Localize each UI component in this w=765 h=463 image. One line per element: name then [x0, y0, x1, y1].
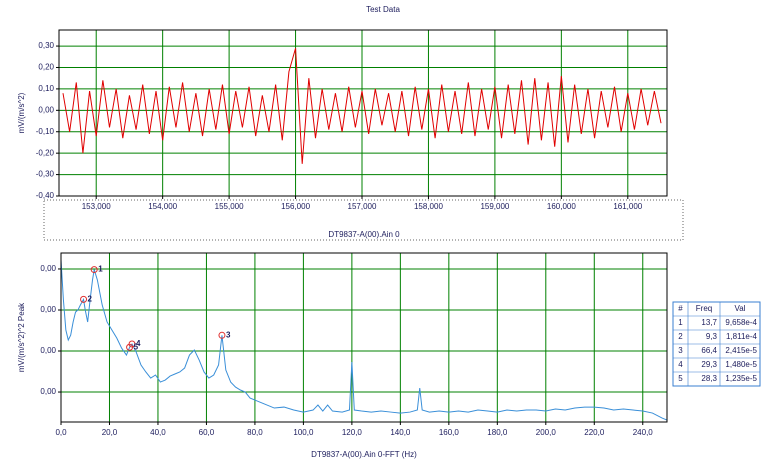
y-tick-label: 0,10: [38, 84, 54, 93]
x-tick-label: 220,0: [584, 428, 605, 437]
table-header: Val: [735, 304, 746, 313]
table-cell: 5: [678, 374, 683, 383]
table-cell: 2,415e-5: [725, 346, 757, 355]
table-cell: 3: [678, 346, 683, 355]
table-header: #: [678, 304, 683, 313]
x-tick-label: 60,0: [199, 428, 215, 437]
y-tick-label: 0,00: [40, 264, 56, 273]
y-tick-label: -0,30: [36, 170, 55, 179]
y-tick-label: 0,00: [40, 346, 56, 355]
table-cell: 66,4: [701, 346, 717, 355]
y-axis-label: mV/(m/s^2)^2 Peak: [17, 302, 26, 372]
table-cell: 28,3: [701, 374, 717, 383]
y-tick-label: 0,00: [38, 105, 54, 114]
table-cell: 13,7: [701, 318, 717, 327]
x-tick-label: 159,000: [480, 202, 509, 211]
peak-label: 5: [134, 342, 139, 351]
data-line: [62, 48, 662, 164]
x-tick-label: 120,0: [342, 428, 363, 437]
y-tick-label: -0,10: [36, 127, 55, 136]
peak-marker: [90, 266, 98, 274]
plot-border: [60, 252, 668, 423]
y-tick-label: 0,00: [40, 387, 56, 396]
peak-marker: [126, 343, 134, 351]
x-tick-label: 200,0: [536, 428, 557, 437]
peak-label: 3: [226, 330, 231, 339]
legend-label: DT9837-A(00).Ain 0: [328, 230, 400, 239]
x-tick-label: 153,000: [82, 202, 111, 211]
x-tick-label: 40,0: [150, 428, 166, 437]
plot-border: [58, 29, 668, 197]
peak-label: 1: [98, 265, 103, 274]
x-tick-label: 155,000: [215, 202, 244, 211]
x-tick-label: 157,000: [348, 202, 377, 211]
x-tick-label: 158,000: [414, 202, 443, 211]
x-tick-label: 161,000: [613, 202, 642, 211]
table-cell: 1,480e-5: [725, 360, 757, 369]
plot-area: [60, 252, 668, 423]
table-cell: 1: [678, 318, 683, 327]
x-tick-label: 160,000: [547, 202, 576, 211]
y-tick-label: -0,40: [36, 191, 55, 200]
table-cell: 1,235e-5: [725, 374, 757, 383]
table-header: Freq: [696, 304, 712, 313]
y-axis-label: mV/(m/s^2): [17, 92, 26, 133]
table-cell: 29,3: [701, 360, 717, 369]
x-tick-label: 20,0: [102, 428, 118, 437]
x-tick-label: 0,0: [55, 428, 67, 437]
y-tick-label: 0,30: [38, 41, 54, 50]
chart-title: Test Data: [366, 5, 400, 14]
x-tick-label: 100,0: [293, 428, 314, 437]
y-tick-label: 0,20: [38, 63, 54, 72]
plot-area: [58, 29, 668, 197]
table-cell: 9,658e-4: [725, 318, 757, 327]
data-line: [60, 259, 668, 421]
table-cell: 1,811e-4: [726, 332, 758, 341]
table-cell: 4: [678, 360, 683, 369]
x-tick-label: 240,0: [633, 428, 654, 437]
x-tick-label: 156,000: [281, 202, 310, 211]
table-cell: 9,3: [706, 332, 718, 341]
y-tick-label: 0,00: [40, 305, 56, 314]
peak-label: 2: [88, 295, 93, 304]
peak-marker: [218, 331, 226, 339]
x-tick-label: 140,0: [390, 428, 411, 437]
x-tick-label: 160,0: [439, 428, 460, 437]
peak-marker: [80, 295, 88, 303]
x-tick-label: 154,000: [148, 202, 177, 211]
legend-box: [43, 199, 684, 241]
y-tick-label: -0,20: [36, 148, 55, 157]
table-cell: 2: [678, 332, 683, 341]
x-axis-label: DT9837-A(00).Ain 0-FFT (Hz): [311, 450, 417, 459]
x-tick-label: 80,0: [247, 428, 263, 437]
peak-label: 4: [136, 339, 141, 348]
x-tick-label: 180,0: [487, 428, 508, 437]
